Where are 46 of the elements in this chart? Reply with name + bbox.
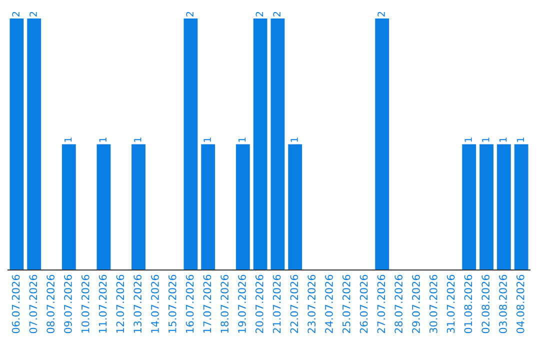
- data-label: 1: [482, 138, 490, 142]
- x-tick-label: 15.07.2026: [168, 274, 176, 333]
- x-tick-label: 13.07.2026: [134, 274, 142, 333]
- x-tick-label: 09.07.2026: [64, 274, 72, 334]
- data-label: 1: [134, 138, 142, 142]
- x-tick-label: 16.07.2026: [186, 274, 194, 333]
- data-label: 1: [499, 138, 507, 142]
- x-tick-label: 17.07.2026: [203, 274, 212, 333]
- x-tick-label: 30.07.2026: [429, 274, 438, 334]
- data-label: 2: [378, 12, 385, 16]
- x-tick-label: 03.08.2026: [499, 274, 507, 334]
- x-tick-label: 25.07.2026: [342, 274, 350, 334]
- x-tick-label: 27.07.2026: [377, 274, 386, 334]
- data-label: 1: [516, 138, 524, 142]
- data-label: 1: [204, 138, 211, 142]
- data-label: 2: [30, 12, 37, 16]
- x-tick-label: 24.07.2026: [325, 274, 333, 334]
- data-label: 2: [256, 12, 263, 16]
- x-tick-label: 18.07.2026: [220, 274, 229, 333]
- x-tick-label: 06.07.2026: [12, 274, 20, 334]
- x-tick-label: 22.07.2026: [290, 274, 298, 334]
- x-tick-label: 26.07.2026: [360, 274, 368, 334]
- x-tick-label: 31.07.2026: [446, 274, 455, 334]
- data-label: 1: [99, 138, 106, 142]
- x-tick-label: 07.07.2026: [29, 274, 38, 334]
- x-tick-label: 23.07.2026: [308, 274, 316, 334]
- x-tick-label: 19.07.2026: [238, 274, 246, 333]
- x-tick-label: 11.07.2026: [98, 274, 107, 333]
- x-tick-label: 01.08.2026: [464, 274, 472, 334]
- x-tick-label: 14.07.2026: [151, 274, 159, 333]
- x-tick-label: 02.08.2026: [482, 274, 490, 334]
- x-tick-label: 29.07.2026: [412, 274, 420, 334]
- data-label: 1: [290, 138, 298, 142]
- x-tick-label: 21.07.2026: [272, 274, 281, 334]
- x-tick-label: 08.07.2026: [46, 274, 55, 334]
- data-label: 2: [12, 12, 20, 16]
- x-tick-label: 20.07.2026: [255, 274, 264, 334]
- x-tick-label: 04.08.2026: [516, 274, 524, 334]
- data-label: 2: [273, 12, 280, 16]
- data-label: 1: [238, 138, 246, 142]
- x-tick-label: 10.07.2026: [81, 274, 90, 333]
- x-tick-label: 28.07.2026: [394, 274, 403, 334]
- x-tick-label: 12.07.2026: [116, 274, 124, 333]
- data-label: 1: [64, 138, 72, 142]
- data-label: 1: [464, 138, 472, 142]
- data-label: 2: [186, 12, 194, 16]
